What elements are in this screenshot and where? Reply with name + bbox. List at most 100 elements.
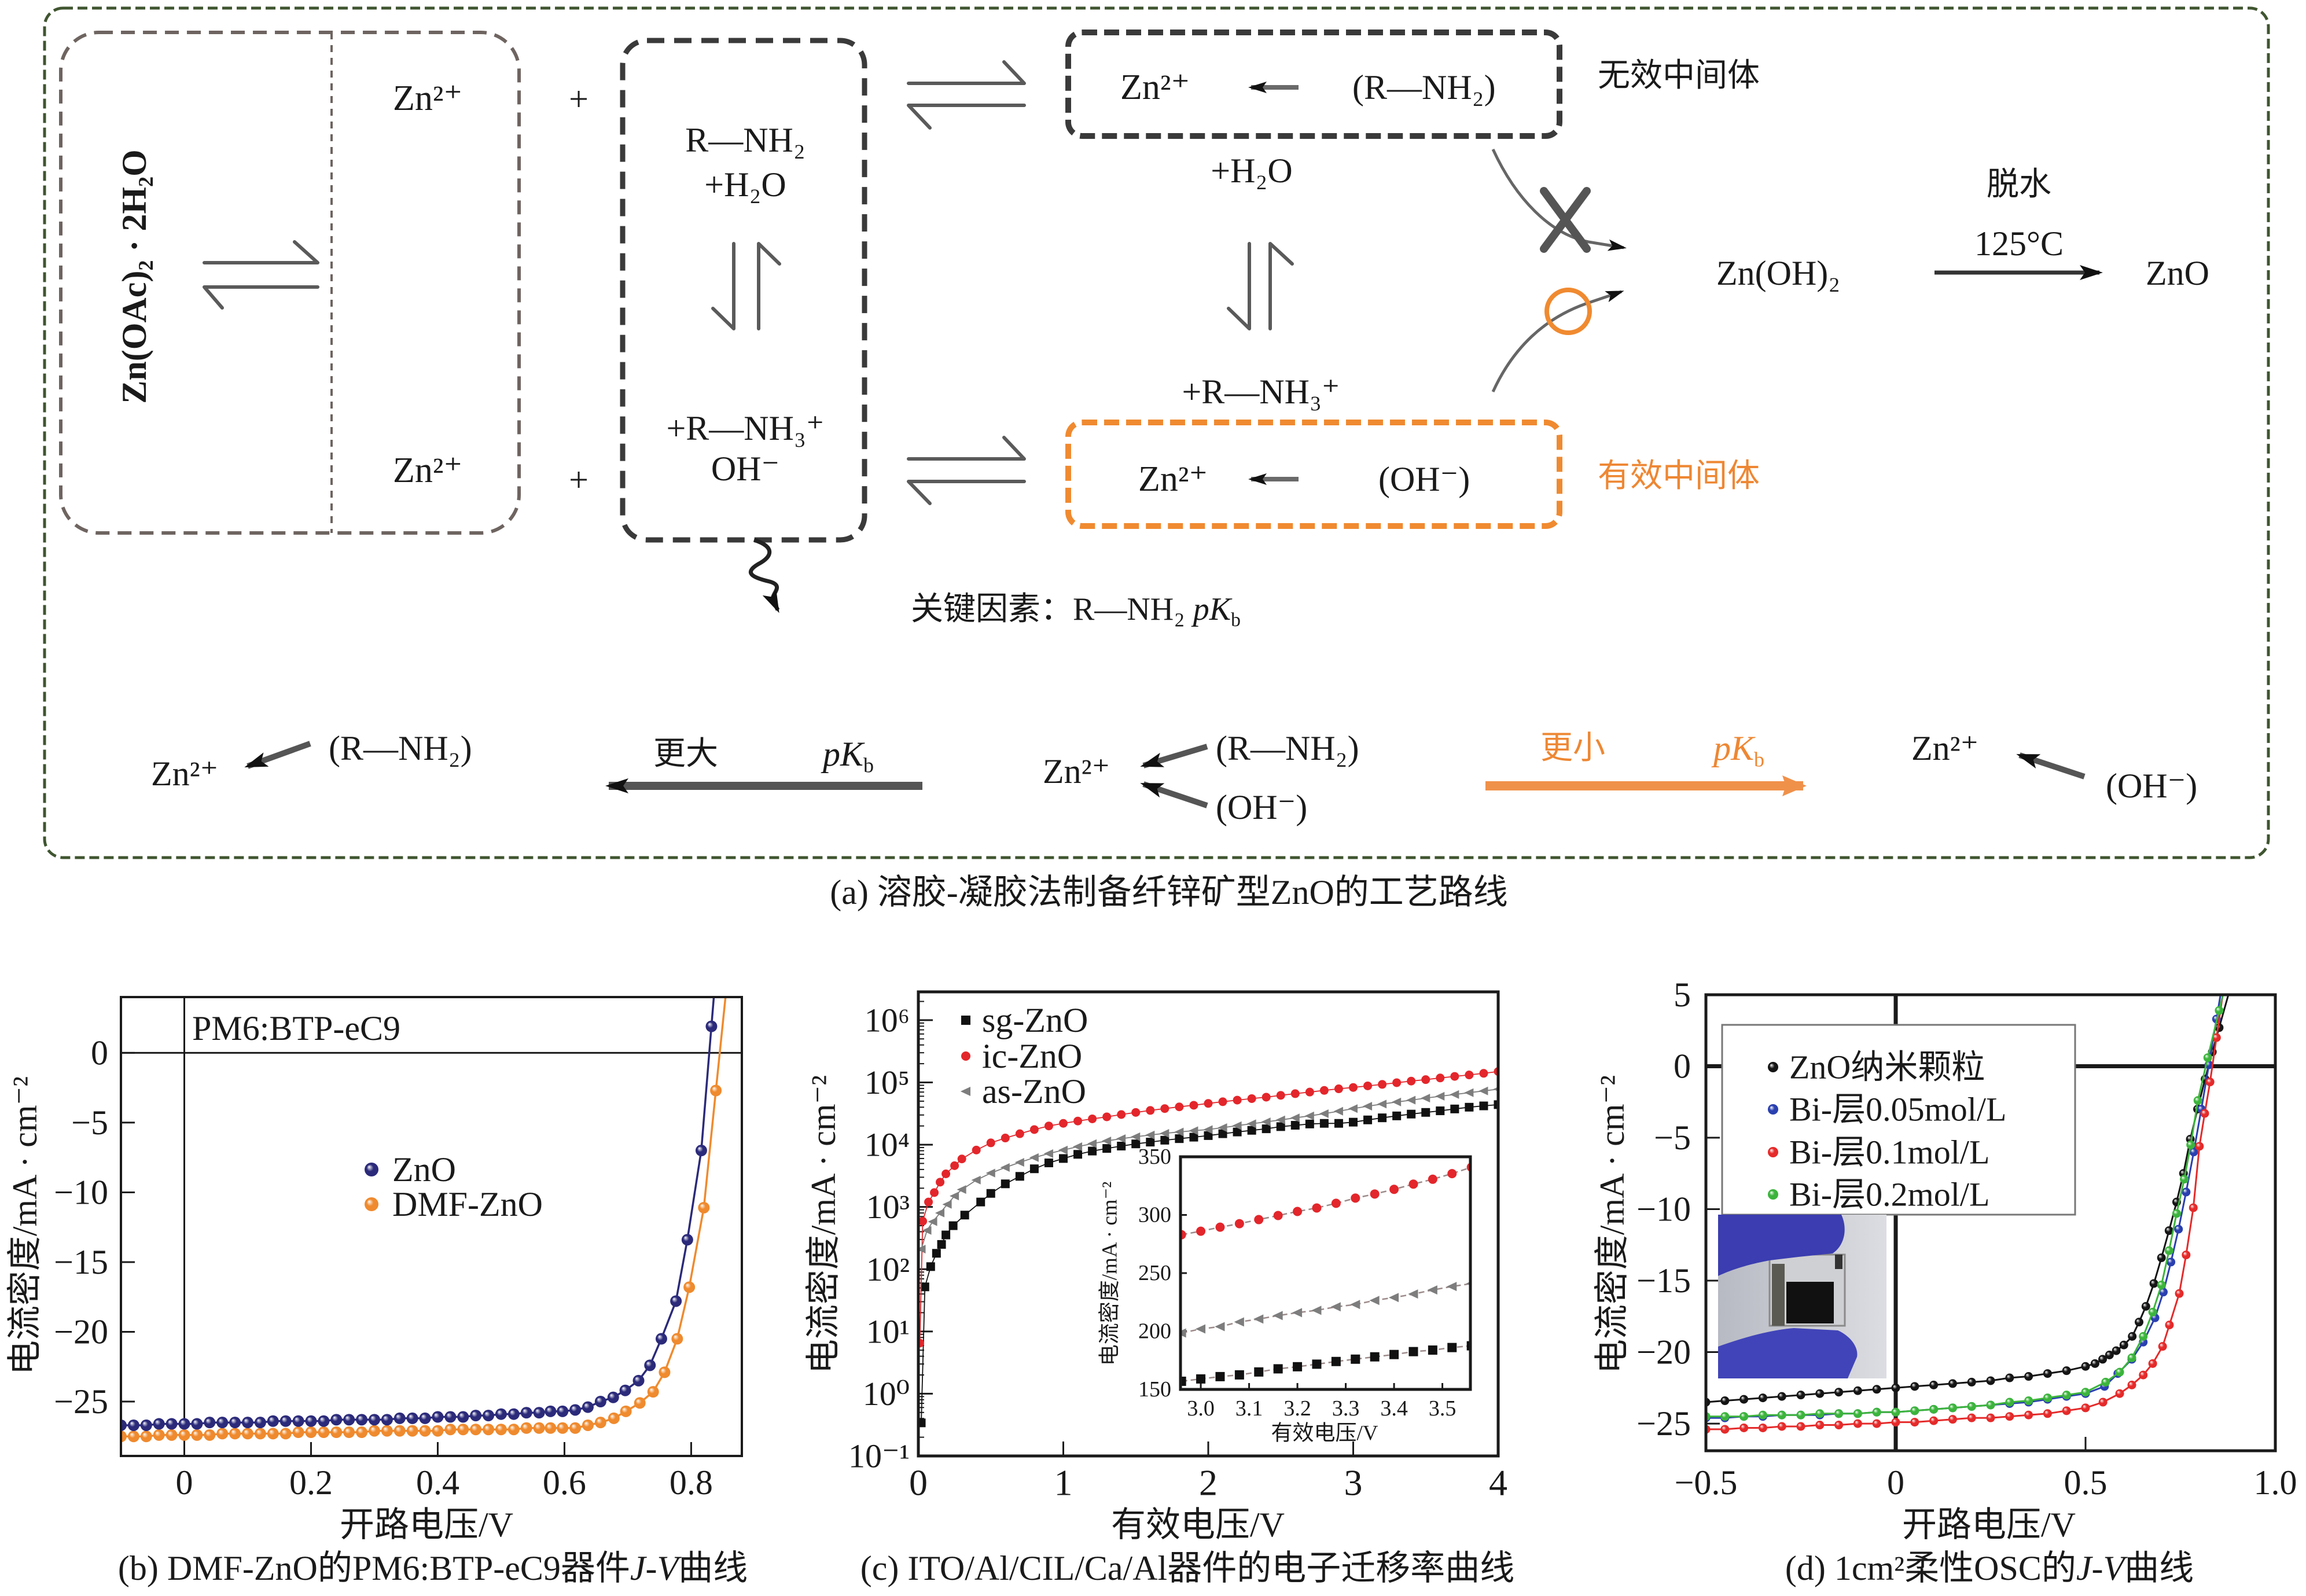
y-tick-label: −15 xyxy=(54,1243,108,1281)
data-point xyxy=(1872,1419,1881,1428)
data-point xyxy=(1293,1362,1303,1371)
device-photo xyxy=(1718,1215,1886,1378)
data-point xyxy=(950,1192,959,1201)
data-point xyxy=(2158,1288,2168,1297)
data-point xyxy=(1160,1135,1169,1145)
data-point xyxy=(533,1407,545,1419)
data-point xyxy=(533,1422,545,1434)
data-point xyxy=(2005,1412,2014,1421)
data-point xyxy=(2062,1366,2071,1376)
data-point xyxy=(2119,1340,2128,1349)
comparison-right-hydroxide: (OH⁻) xyxy=(2106,767,2198,805)
equilibrium-arrow-icon xyxy=(907,436,1026,505)
plus-sign-upper: + xyxy=(569,80,589,118)
data-point xyxy=(1262,1124,1271,1134)
data-point xyxy=(1815,1421,1825,1430)
data-point xyxy=(1290,1113,1300,1123)
series-line xyxy=(1181,1345,1470,1382)
data-point xyxy=(1406,1095,1416,1105)
data-point xyxy=(2090,1359,2099,1368)
legend-marker xyxy=(365,1163,378,1176)
data-point xyxy=(279,1415,292,1427)
device-electrode xyxy=(1772,1264,1785,1326)
data-point xyxy=(444,1424,457,1436)
data-point xyxy=(1891,1407,1900,1417)
data-point xyxy=(1986,1413,1995,1422)
x-tick-label: 3 xyxy=(1344,1462,1363,1503)
y-tick-label: 350 xyxy=(1138,1145,1171,1169)
data-point xyxy=(1378,1080,1387,1089)
data-point xyxy=(705,1020,718,1032)
data-point xyxy=(1102,1137,1112,1146)
y-tick-label: 10⁰ xyxy=(863,1375,910,1413)
data-point xyxy=(1334,1084,1343,1094)
data-point xyxy=(1910,1418,1919,1427)
x-tick-label: 0 xyxy=(909,1462,928,1503)
series-line xyxy=(1181,1167,1470,1235)
zinc-ion-lower: Zn²⁺ xyxy=(393,451,463,490)
data-point xyxy=(2005,1373,2014,1382)
data-point xyxy=(1929,1380,1939,1389)
x-tick-label: −0.5 xyxy=(1675,1463,1738,1502)
y-tick-label: 10³ xyxy=(866,1188,910,1226)
data-point xyxy=(2128,1332,2137,1341)
data-point xyxy=(1195,1324,1206,1334)
data-point xyxy=(2203,1053,2212,1062)
data-point xyxy=(406,1425,418,1437)
data-point xyxy=(1330,1302,1341,1312)
data-point xyxy=(1058,1145,1068,1154)
data-point xyxy=(710,1084,722,1097)
data-point xyxy=(594,1417,606,1429)
data-point xyxy=(647,1386,659,1398)
data-point xyxy=(292,1415,304,1427)
y-tick-label: −5 xyxy=(1654,1119,1691,1157)
data-point xyxy=(2081,1403,2090,1413)
data-point xyxy=(1349,1083,1358,1092)
data-point xyxy=(1189,1132,1198,1142)
x-tick-label: 3.2 xyxy=(1283,1396,1311,1421)
data-point xyxy=(2165,1321,2174,1330)
x-tick-label: 4 xyxy=(1489,1462,1507,1503)
data-point xyxy=(1273,1364,1283,1374)
data-point xyxy=(1407,1076,1416,1086)
data-point xyxy=(985,1168,995,1178)
data-point xyxy=(922,1226,932,1235)
x-tick-label: 0 xyxy=(1887,1463,1904,1502)
x-tick-label: 3.0 xyxy=(1187,1396,1215,1421)
series-as-zno xyxy=(918,1086,1498,1254)
wavy-arrow-icon xyxy=(748,538,780,613)
coordination-arrow xyxy=(1140,781,1208,808)
legend-label: ZnO xyxy=(392,1150,456,1189)
data-point xyxy=(1319,1109,1329,1118)
data-point xyxy=(381,1414,393,1426)
data-point xyxy=(127,1430,139,1443)
data-point xyxy=(1436,1106,1445,1116)
x-tick-label: 2 xyxy=(1199,1462,1218,1503)
data-point xyxy=(986,1189,995,1198)
data-point xyxy=(2149,1279,2158,1288)
data-point xyxy=(1234,1317,1244,1327)
data-point xyxy=(1389,1349,1399,1359)
data-point xyxy=(2172,1209,2181,1218)
data-point xyxy=(1305,1119,1314,1128)
y-tick-label: −10 xyxy=(54,1173,108,1211)
legend: ZnO纳米颗粒 Bi-层0.05mol/L Bi-层0.1mol/L Bi-层0.2m… xyxy=(1721,1024,2076,1216)
comparison-middle-hydroxide: (OH⁻) xyxy=(1216,788,1308,826)
y-tick-label: 10⁻¹ xyxy=(848,1437,910,1475)
data-point xyxy=(1102,1144,1112,1153)
data-point xyxy=(2174,1224,2183,1234)
data-point xyxy=(1389,1185,1399,1194)
data-point xyxy=(1407,1109,1416,1119)
x-tick-label: 3.1 xyxy=(1235,1396,1263,1421)
data-point xyxy=(670,1295,682,1307)
data-point xyxy=(343,1426,355,1439)
data-point xyxy=(330,1414,343,1426)
data-point xyxy=(1891,1383,1900,1392)
data-point xyxy=(948,1221,958,1230)
data-point xyxy=(2164,1246,2173,1255)
data-point xyxy=(1001,1179,1010,1189)
data-point xyxy=(986,1138,995,1148)
plus-sign-lower: + xyxy=(569,461,589,499)
data-point xyxy=(2157,1280,2166,1289)
data-point xyxy=(1319,1086,1329,1095)
